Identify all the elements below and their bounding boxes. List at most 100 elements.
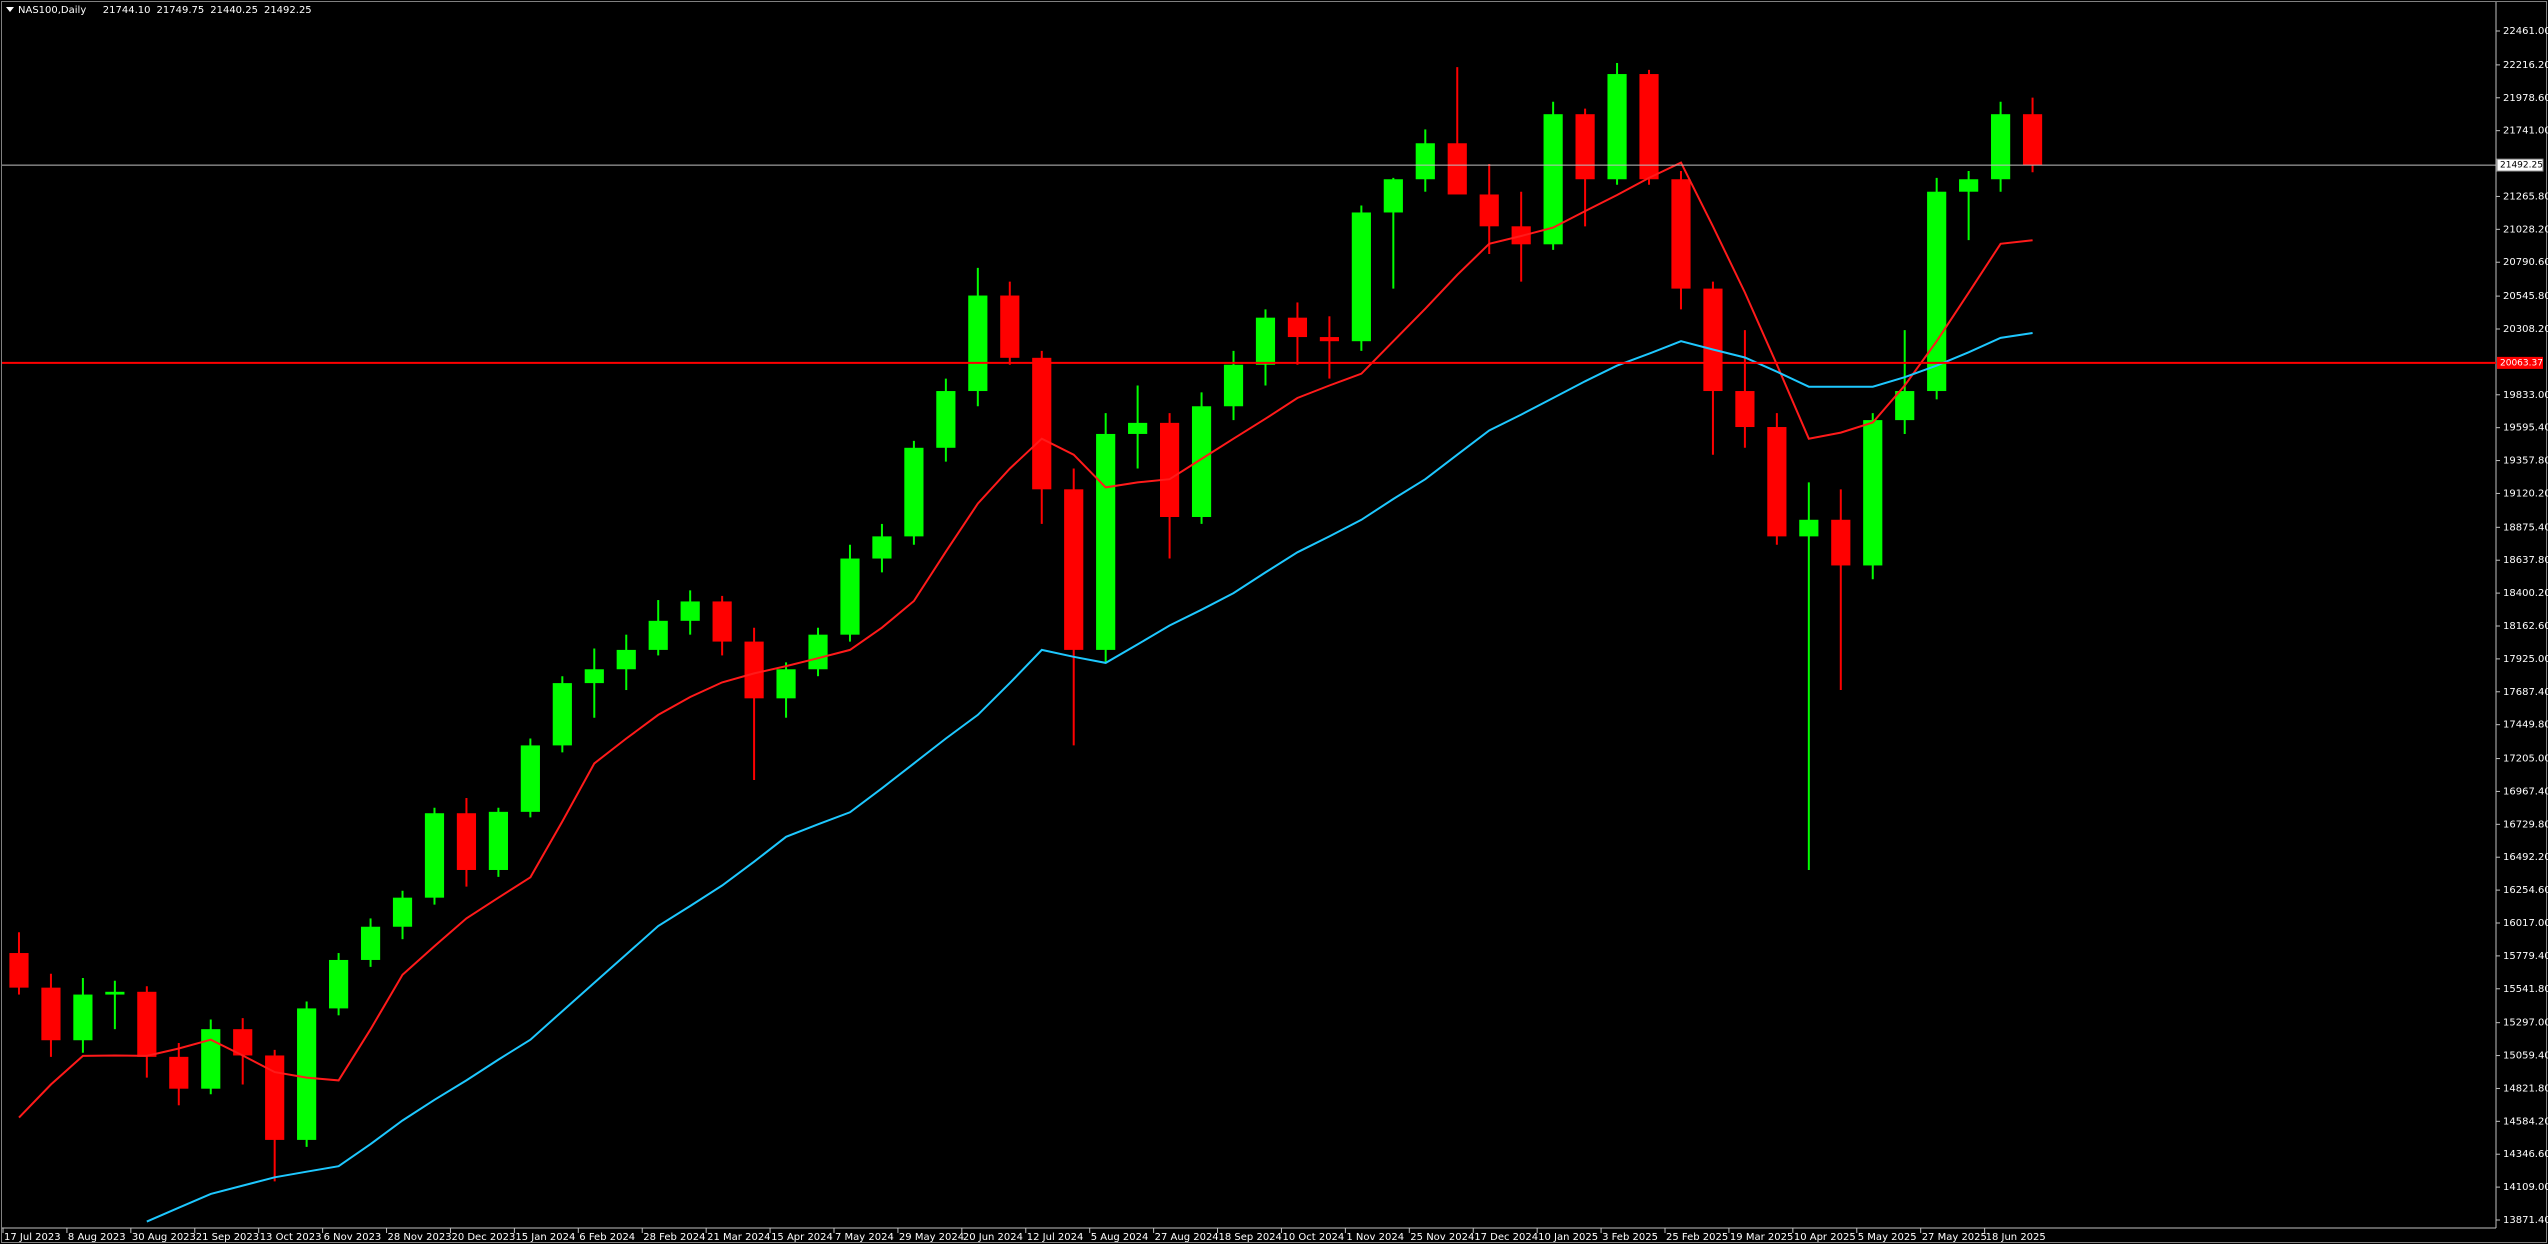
y-tick-label: 18162.60 bbox=[2503, 621, 2548, 632]
candle-body bbox=[488, 811, 508, 870]
current-price-label: 21492.25 bbox=[2500, 161, 2543, 171]
candle-body bbox=[360, 926, 381, 960]
candle-body bbox=[552, 683, 572, 746]
y-tick-label: 18400.20 bbox=[2503, 588, 2548, 599]
candle-body bbox=[808, 634, 828, 670]
y-tick-label: 15779.40 bbox=[2503, 951, 2548, 962]
candle-body bbox=[1863, 420, 1883, 566]
candle-body bbox=[712, 601, 732, 642]
y-tick-label: 13871.40 bbox=[2503, 1215, 2548, 1226]
x-tick-label: 8 Aug 2023 bbox=[68, 1232, 126, 1243]
candle-body bbox=[1575, 114, 1595, 180]
candle-body bbox=[1287, 317, 1308, 338]
y-tick-label: 15059.40 bbox=[2503, 1051, 2548, 1062]
header-value: 21492.25 bbox=[264, 5, 312, 16]
x-tick-label: 3 Feb 2025 bbox=[1602, 1232, 1658, 1243]
moving-average-line bbox=[18, 161, 2033, 1119]
x-tick-label: 21 Mar 2024 bbox=[707, 1232, 770, 1243]
y-tick-label: 18637.80 bbox=[2503, 555, 2548, 566]
y-tick-label: 16729.80 bbox=[2503, 819, 2548, 830]
y-tick-label: 20790.60 bbox=[2503, 257, 2548, 268]
x-tick-label: 17 Dec 2024 bbox=[1474, 1232, 1538, 1243]
candle-body bbox=[1096, 433, 1116, 650]
y-tick-label: 17449.80 bbox=[2503, 720, 2548, 731]
x-tick-label: 5 Aug 2024 bbox=[1091, 1232, 1149, 1243]
moving-average-line bbox=[146, 332, 2033, 1223]
x-tick-label: 12 Jul 2024 bbox=[1027, 1232, 1084, 1243]
menu-arrow[interactable] bbox=[6, 7, 14, 12]
candle-body bbox=[41, 987, 61, 1041]
candle-body bbox=[1959, 179, 1979, 192]
x-tick-label: 30 Aug 2023 bbox=[132, 1232, 196, 1243]
candle-body bbox=[1991, 114, 2011, 180]
y-tick-label: 21265.80 bbox=[2503, 191, 2548, 202]
candle-body bbox=[1415, 143, 1435, 180]
y-tick-label: 15541.80 bbox=[2503, 984, 2548, 995]
candle-body bbox=[456, 813, 477, 870]
candle-body bbox=[1767, 427, 1787, 537]
y-tick-label: 19833.00 bbox=[2503, 390, 2548, 401]
candle-body bbox=[1735, 391, 1755, 428]
candle-body bbox=[904, 447, 924, 537]
candle-body bbox=[1639, 74, 1659, 180]
x-tick-label: 19 Mar 2025 bbox=[1730, 1232, 1793, 1243]
candle-body bbox=[424, 813, 445, 898]
candle-body bbox=[297, 1008, 317, 1140]
y-tick-label: 14821.80 bbox=[2503, 1083, 2548, 1094]
candle-body bbox=[1607, 74, 1627, 180]
candle-body bbox=[776, 669, 796, 699]
y-tick-label: 17925.00 bbox=[2503, 654, 2548, 665]
x-tick-label: 5 May 2025 bbox=[1858, 1232, 1917, 1243]
y-tick-label: 16492.20 bbox=[2503, 852, 2548, 863]
y-tick-label: 21741.00 bbox=[2503, 126, 2548, 137]
x-tick-label: 15 Jan 2024 bbox=[515, 1232, 575, 1243]
y-tick-label: 20545.80 bbox=[2503, 291, 2548, 302]
y-tick-label: 14584.20 bbox=[2503, 1116, 2548, 1127]
y-tick-label: 19357.80 bbox=[2503, 456, 2548, 467]
candle-body bbox=[936, 391, 956, 448]
x-tick-label: 27 Aug 2024 bbox=[1155, 1232, 1219, 1243]
x-tick-label: 20 Jun 2024 bbox=[963, 1232, 1023, 1243]
candle-body bbox=[1671, 179, 1691, 289]
candle-body bbox=[265, 1055, 285, 1140]
candle-body bbox=[9, 953, 29, 988]
x-tick-label: 10 Apr 2025 bbox=[1794, 1232, 1856, 1243]
candle-body bbox=[872, 536, 892, 559]
y-tick-label: 19595.40 bbox=[2503, 423, 2548, 434]
candle-body bbox=[105, 991, 125, 995]
x-tick-label: 7 May 2024 bbox=[835, 1232, 894, 1243]
x-tick-label: 13 Oct 2023 bbox=[260, 1232, 322, 1243]
candle-body bbox=[1383, 179, 1403, 213]
x-tick-label: 28 Feb 2024 bbox=[643, 1232, 705, 1243]
candle-body bbox=[1543, 114, 1563, 245]
candle-body bbox=[1160, 422, 1180, 518]
header-value: 21749.75 bbox=[157, 5, 205, 16]
header-values: 21744.10 21749.75 21440.25 21492.25 bbox=[103, 5, 312, 16]
candle-body bbox=[1128, 422, 1148, 434]
y-tick-label: 14109.00 bbox=[2503, 1182, 2548, 1193]
candle-body bbox=[968, 295, 988, 392]
y-tick-label: 16254.60 bbox=[2503, 885, 2548, 896]
candle-body bbox=[329, 959, 349, 1009]
header-value: 21440.25 bbox=[210, 5, 258, 16]
candle-body bbox=[1479, 194, 1499, 227]
x-tick-label: 10 Oct 2024 bbox=[1282, 1232, 1344, 1243]
level-label-box bbox=[2497, 356, 2543, 369]
candle-body bbox=[648, 620, 668, 650]
candle-body bbox=[1191, 406, 1212, 518]
current-price-box bbox=[2496, 158, 2544, 172]
level-label: 20063.37 bbox=[2500, 358, 2543, 368]
y-tick-label: 20308.20 bbox=[2503, 324, 2548, 335]
y-tick-label: 17687.40 bbox=[2503, 687, 2548, 698]
x-tick-label: 20 Dec 2023 bbox=[451, 1232, 515, 1243]
candle-body bbox=[137, 991, 157, 1057]
candle-body bbox=[520, 745, 540, 812]
candle-body bbox=[1831, 519, 1851, 566]
y-tick-label: 22216.20 bbox=[2503, 60, 2548, 71]
candle-body bbox=[1927, 191, 1947, 392]
x-tick-label: 27 May 2025 bbox=[1922, 1232, 1987, 1243]
candle-body bbox=[392, 897, 413, 927]
